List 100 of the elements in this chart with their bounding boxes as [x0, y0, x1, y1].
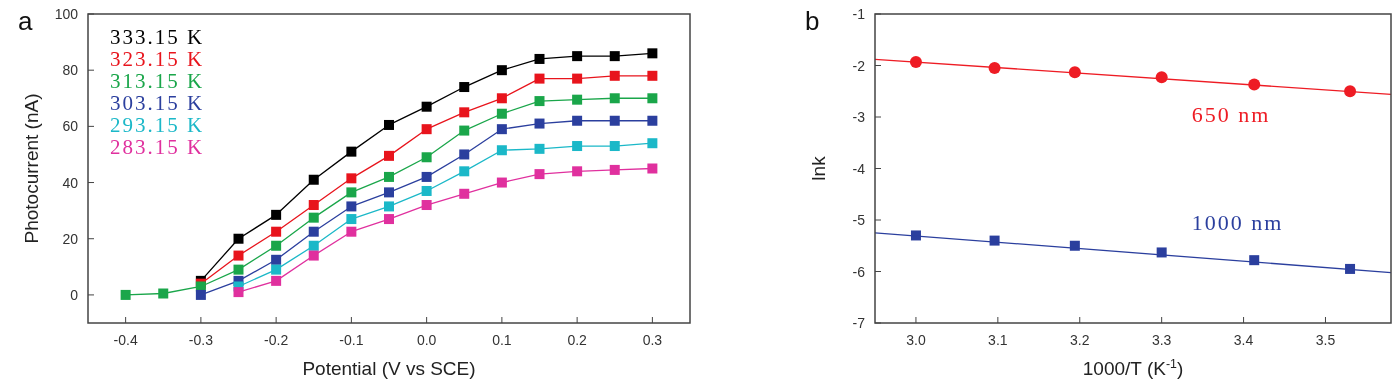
x-tick-label: 0.1: [492, 332, 512, 348]
point: [647, 93, 658, 104]
point: [459, 107, 470, 118]
point: [459, 125, 470, 136]
point: [572, 141, 583, 152]
point: [120, 289, 131, 300]
point: [496, 145, 507, 156]
y-tick-label: -1: [852, 6, 866, 22]
y-tick-label: 100: [54, 6, 79, 22]
x-tick-label: 3.4: [1233, 332, 1254, 348]
point: [421, 101, 432, 112]
point: [459, 188, 470, 199]
point: [496, 124, 507, 135]
point: [346, 187, 357, 198]
x-tick-label: 3.5: [1315, 332, 1336, 348]
point: [271, 209, 282, 220]
point: [384, 187, 394, 198]
point: [158, 288, 169, 299]
point: [572, 73, 583, 84]
y-tick-label: -4: [852, 160, 866, 177]
y-tick-label: 40: [62, 174, 79, 191]
text: 333.15 K: [110, 25, 205, 49]
point: [346, 226, 357, 237]
point: [421, 124, 432, 135]
point: [308, 174, 319, 185]
point: [609, 115, 620, 126]
point: [572, 115, 583, 126]
chart-title: a: [18, 6, 33, 36]
point: [346, 214, 357, 225]
point: [384, 150, 394, 161]
y-tick-label: 60: [62, 118, 79, 135]
chart-title: b: [805, 6, 820, 36]
y-tick-label: -6: [852, 263, 866, 280]
point: [384, 119, 394, 130]
point: [609, 141, 620, 152]
point: [346, 146, 357, 157]
x-axis-title: Potential (V vs SCE): [302, 358, 476, 379]
x-tick-label: 3.0: [906, 332, 926, 348]
text: 323.15 K: [110, 47, 205, 71]
x-tick-label: 0.3: [642, 332, 663, 348]
y-tick-label: -5: [852, 212, 866, 228]
point: [647, 138, 658, 149]
y-tick-label: -3: [852, 109, 866, 125]
y-tick-label: 80: [62, 62, 79, 79]
x-tick-label: 3.2: [1070, 332, 1090, 348]
text: 293.15 K: [110, 113, 205, 137]
point: [496, 65, 507, 76]
x-tick-label: -0.3: [188, 332, 214, 348]
point: [233, 250, 244, 261]
series-label: 650 nm: [1191, 102, 1271, 128]
point: [459, 149, 470, 160]
x-tick-label: 0.0: [416, 332, 437, 348]
point: [534, 169, 545, 180]
point: [609, 93, 620, 104]
point: [534, 118, 545, 129]
point: [384, 214, 394, 225]
point: [421, 152, 432, 163]
x-tick-label: 3.3: [1151, 332, 1172, 348]
point: [233, 287, 244, 298]
x-tick-label: 0.2: [567, 332, 588, 348]
series-label: 1000 nm: [1191, 210, 1284, 236]
point: [534, 96, 545, 107]
point: [271, 275, 282, 286]
point: [271, 264, 282, 275]
point: [195, 289, 206, 300]
text: 303.15 K: [110, 91, 205, 115]
point: [308, 212, 319, 223]
y-tick-label: -7: [852, 315, 866, 331]
point: [271, 240, 282, 251]
point: [308, 240, 319, 251]
y-tick-label: 20: [62, 230, 79, 247]
point: [534, 73, 545, 84]
point: [572, 166, 583, 177]
point: [421, 185, 432, 196]
point: [609, 51, 620, 62]
y-axis-title: Photocurrent (nA): [21, 93, 42, 244]
point: [308, 226, 319, 237]
point: [233, 264, 244, 275]
point: [271, 254, 282, 265]
point: [384, 171, 394, 182]
point: [572, 94, 583, 105]
point: [271, 226, 282, 237]
point: [384, 201, 394, 212]
point: [647, 163, 658, 174]
x-tick-label: -0.2: [264, 332, 289, 348]
point: [609, 70, 620, 81]
point: [421, 171, 432, 182]
x-tick-label: -0.4: [113, 332, 138, 348]
point: [647, 48, 658, 59]
point: [534, 143, 545, 154]
point: [496, 177, 507, 188]
point: [346, 173, 357, 184]
y-axis-title: lnk: [808, 155, 829, 181]
y-tick-label: 0: [70, 286, 79, 303]
text: 283.15 K: [110, 135, 205, 159]
x-tick-label: 3.1: [988, 332, 1008, 348]
point: [609, 164, 620, 175]
point: [534, 53, 545, 64]
x-axis-title: 1000/T (K$^{-1}$): [1082, 357, 1184, 379]
text: 313.15 K: [110, 69, 205, 93]
